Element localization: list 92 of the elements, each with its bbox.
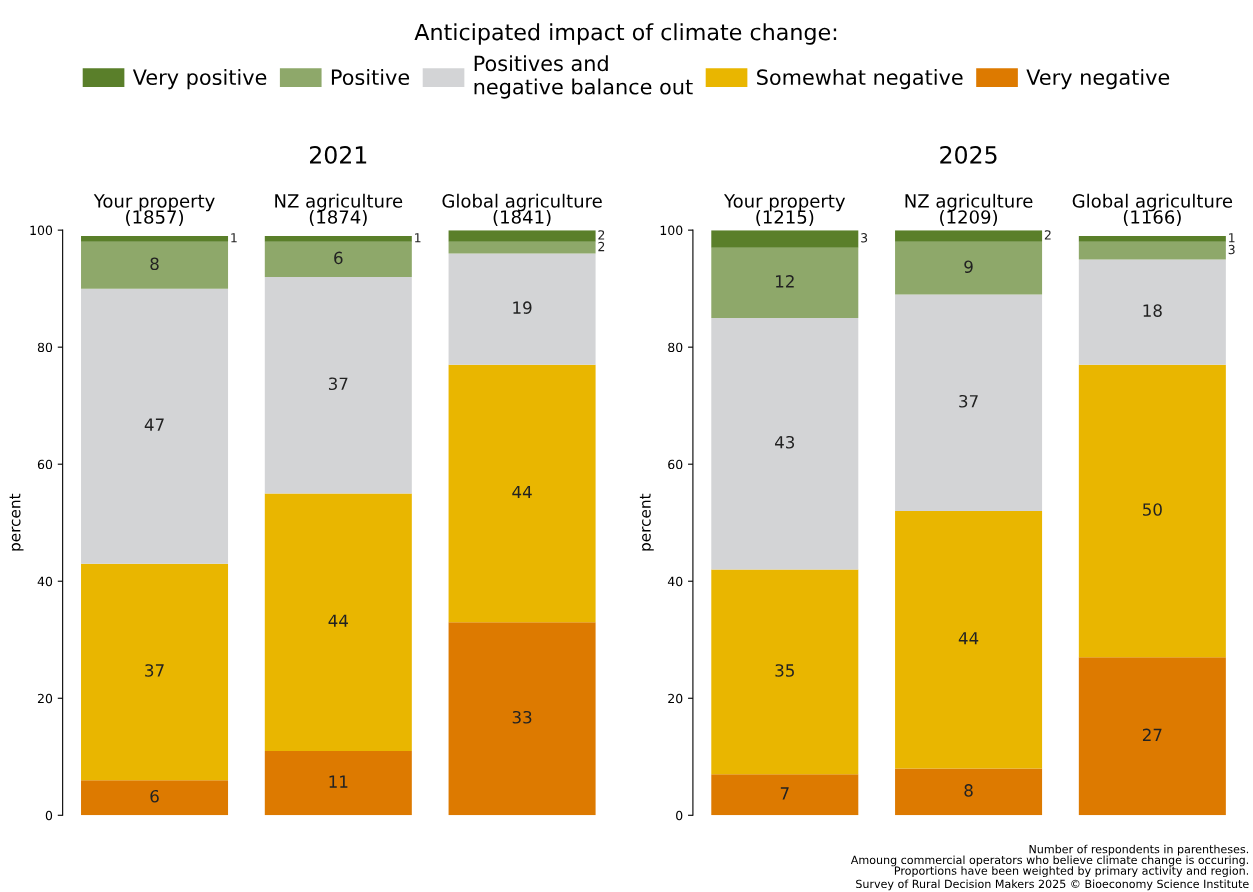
bar xyxy=(448,622,596,816)
data-label: 6 xyxy=(150,789,159,803)
bar xyxy=(1078,364,1226,658)
data-label: 2 xyxy=(598,241,605,252)
bar xyxy=(448,253,596,365)
legend-label: Positives and negative balance out xyxy=(474,55,693,99)
bar xyxy=(264,241,412,277)
bar xyxy=(264,493,412,751)
text: Amoung commercial operators who believe climate change is occuring. xyxy=(850,855,1249,867)
legend-title: Anticipated impact of climate change: xyxy=(414,23,837,45)
data-label: 8 xyxy=(964,784,973,797)
data-label: 19 xyxy=(513,301,532,314)
y-tick-label: 80 xyxy=(37,342,53,353)
bar xyxy=(81,563,229,781)
data-label: 7 xyxy=(780,787,789,800)
y-tick-label: 20 xyxy=(668,693,683,704)
data-label: 6 xyxy=(334,251,343,265)
text: Survey of Rural Decision Makers 2025 © Bioeconomy Science Institute xyxy=(856,879,1249,891)
bar xyxy=(895,511,1043,769)
data-label: 12 xyxy=(776,275,794,288)
data-label: 37 xyxy=(328,377,348,391)
bar xyxy=(895,768,1043,816)
bar xyxy=(1078,259,1226,365)
data-label: 44 xyxy=(958,632,979,645)
data-label: 37 xyxy=(959,394,978,408)
data-label: 50 xyxy=(1143,503,1162,516)
y-tick-label: 60 xyxy=(668,459,683,470)
y-tick-label: 100 xyxy=(660,225,683,236)
bar xyxy=(81,241,229,289)
data-label: 43 xyxy=(775,435,795,449)
bar xyxy=(81,780,229,816)
chart-title: 2021 xyxy=(310,145,367,164)
y-axis-title: percent xyxy=(9,493,24,551)
data-label: 9 xyxy=(964,260,973,274)
legend-label: Somewhat negative xyxy=(757,68,963,90)
data-label: 44 xyxy=(512,485,532,499)
data-label: 35 xyxy=(775,664,794,677)
bar xyxy=(448,241,596,254)
data-label: 37 xyxy=(145,664,164,677)
x-tick-label: NZ agriculture (1874) xyxy=(275,193,403,226)
data-label: 3 xyxy=(861,233,868,243)
data-label: 27 xyxy=(1142,728,1162,741)
bar xyxy=(895,230,1043,242)
data-label: 47 xyxy=(144,418,164,431)
x-tick-label: NZ agriculture (1209) xyxy=(905,193,1033,226)
bar xyxy=(1078,657,1226,816)
y-tick-label: 40 xyxy=(667,576,683,587)
x-tick-label: Global agriculture (1166) xyxy=(1072,193,1233,226)
data-label: 8 xyxy=(150,257,159,271)
data-label: 3 xyxy=(1228,244,1235,255)
legend-label: Positive xyxy=(331,68,410,86)
text: Number of respondents in parentheses. xyxy=(1029,844,1249,856)
data-label: 1 xyxy=(415,233,421,243)
y-axis-title: percent xyxy=(639,493,654,551)
bar xyxy=(1078,241,1226,260)
x-tick-label: Your property (1215) xyxy=(723,194,846,226)
y-tick-label: 20 xyxy=(37,693,53,704)
y-tick-label: 60 xyxy=(37,459,53,470)
chart-title: 2025 xyxy=(940,145,997,164)
bar xyxy=(711,317,859,570)
data-label: 33 xyxy=(512,710,532,724)
bar xyxy=(711,774,859,816)
bar xyxy=(448,364,596,623)
y-tick-label: 0 xyxy=(45,810,53,821)
bar xyxy=(895,294,1043,512)
y-tick-label: 100 xyxy=(30,225,53,236)
bar xyxy=(264,750,412,816)
data-label: 44 xyxy=(328,614,348,627)
bar xyxy=(264,235,412,242)
bar xyxy=(81,288,229,564)
legend-label: Very positive xyxy=(132,68,267,90)
data-label: 11 xyxy=(329,775,348,788)
text: Proportions have been weighted by primary activity and region. xyxy=(894,866,1249,877)
legend-label: Very negative xyxy=(1026,68,1170,90)
bar xyxy=(711,569,859,775)
data-label: 1 xyxy=(1229,233,1235,243)
y-tick-label: 0 xyxy=(676,810,683,821)
x-tick-label: Your property (1857) xyxy=(93,194,215,226)
data-label: 2 xyxy=(598,230,605,240)
bar xyxy=(711,247,859,318)
y-tick-label: 40 xyxy=(37,576,53,587)
bar xyxy=(448,230,596,242)
data-label: 2 xyxy=(1044,230,1051,240)
bar xyxy=(264,276,412,494)
bar xyxy=(81,235,229,242)
bar xyxy=(895,241,1043,295)
bar xyxy=(711,230,859,248)
bar xyxy=(1078,235,1226,242)
data-label: 1 xyxy=(231,233,237,243)
y-tick-label: 80 xyxy=(668,342,683,353)
x-tick-label: Global agriculture (1841) xyxy=(442,193,602,226)
data-label: 18 xyxy=(1143,304,1162,317)
